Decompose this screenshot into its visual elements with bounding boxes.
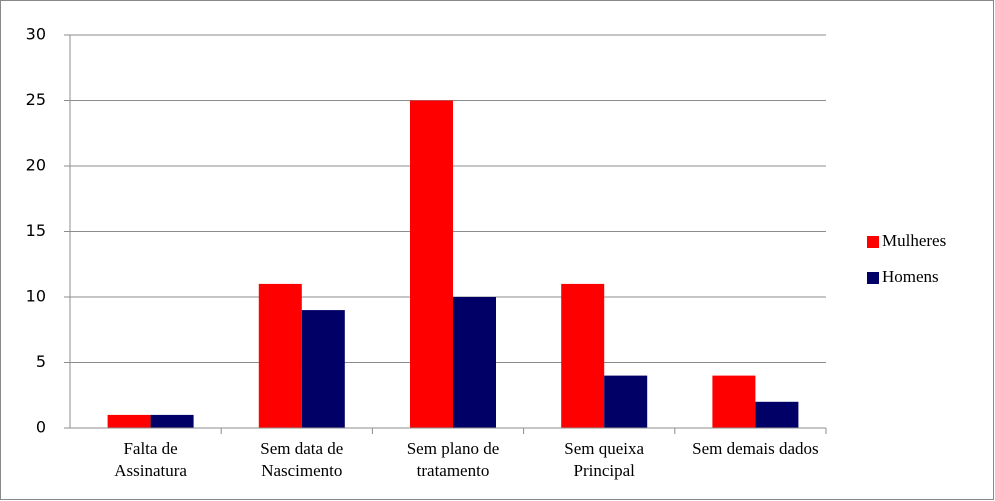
y-tick-label: 5 — [36, 352, 46, 371]
x-tick-label: Sem demais dados — [692, 439, 819, 458]
bar — [301, 310, 345, 428]
bar — [604, 375, 648, 428]
bar — [712, 375, 756, 428]
x-tick-label: Sem plano de tratamento — [406, 439, 500, 480]
x-tick-label: Sem queixa Principal — [564, 439, 645, 480]
y-tick-label: 15 — [26, 221, 46, 240]
bar — [150, 414, 194, 428]
y-tick-label: 20 — [26, 156, 46, 175]
legend-label: Mulheres — [882, 231, 946, 250]
y-tick-label: 10 — [26, 287, 46, 306]
bar — [107, 414, 151, 428]
bar — [453, 297, 496, 428]
bar — [410, 100, 453, 428]
legend-label: Homens — [882, 267, 939, 286]
x-tick-label: Falta de Assinatura — [114, 439, 187, 480]
y-tick-label: 25 — [26, 90, 46, 109]
legend-swatch — [867, 236, 879, 248]
bar — [258, 283, 302, 428]
y-tick-label: 0 — [36, 418, 46, 437]
bar — [755, 401, 799, 428]
legend-swatch — [867, 272, 879, 284]
y-tick-label: 30 — [26, 25, 46, 44]
bar — [561, 283, 605, 428]
x-tick-label: Sem data de Nascimento — [260, 439, 344, 480]
